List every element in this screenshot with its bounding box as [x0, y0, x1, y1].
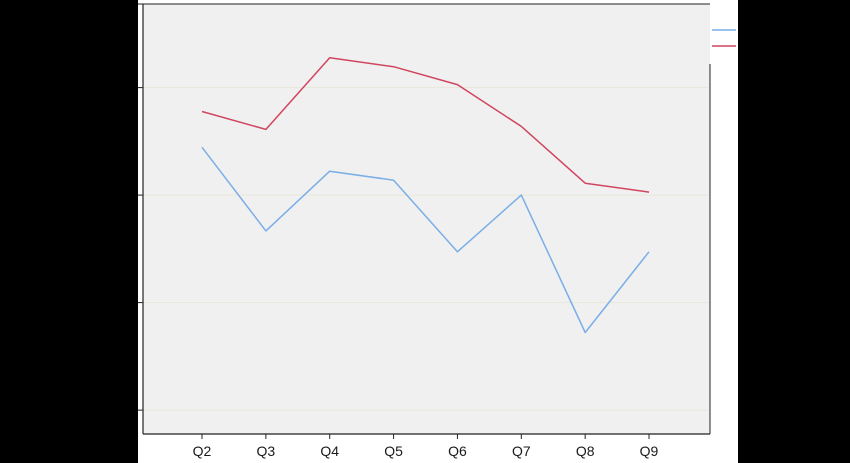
plot-area: [143, 4, 710, 434]
series-line-2: [201, 57, 650, 193]
x-tick-label: Q9: [640, 443, 659, 459]
axes: [138, 3, 711, 435]
x-tick-label: Q4: [320, 443, 339, 459]
x-tick-label: Q2: [193, 443, 212, 459]
x-tick-label: Q6: [448, 443, 467, 459]
legend: [710, 18, 738, 62]
x-axis-ticks: Q2 Q3 Q4 Q5 Q6 Q7 Q8 Q9: [193, 434, 659, 459]
legend-box: [710, 18, 738, 62]
series-line-1: [201, 146, 650, 334]
series-layer: [201, 57, 650, 334]
x-tick-label: Q3: [257, 443, 276, 459]
x-tick-label: Q5: [384, 443, 403, 459]
gridlines: [143, 3, 710, 411]
x-tick-label: Q7: [512, 443, 531, 459]
x-tick-label: Q8: [576, 443, 595, 459]
